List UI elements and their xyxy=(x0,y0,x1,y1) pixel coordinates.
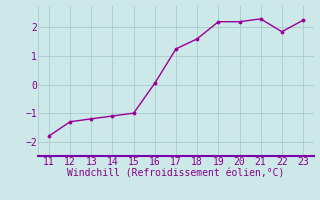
X-axis label: Windchill (Refroidissement éolien,°C): Windchill (Refroidissement éolien,°C) xyxy=(67,169,285,179)
